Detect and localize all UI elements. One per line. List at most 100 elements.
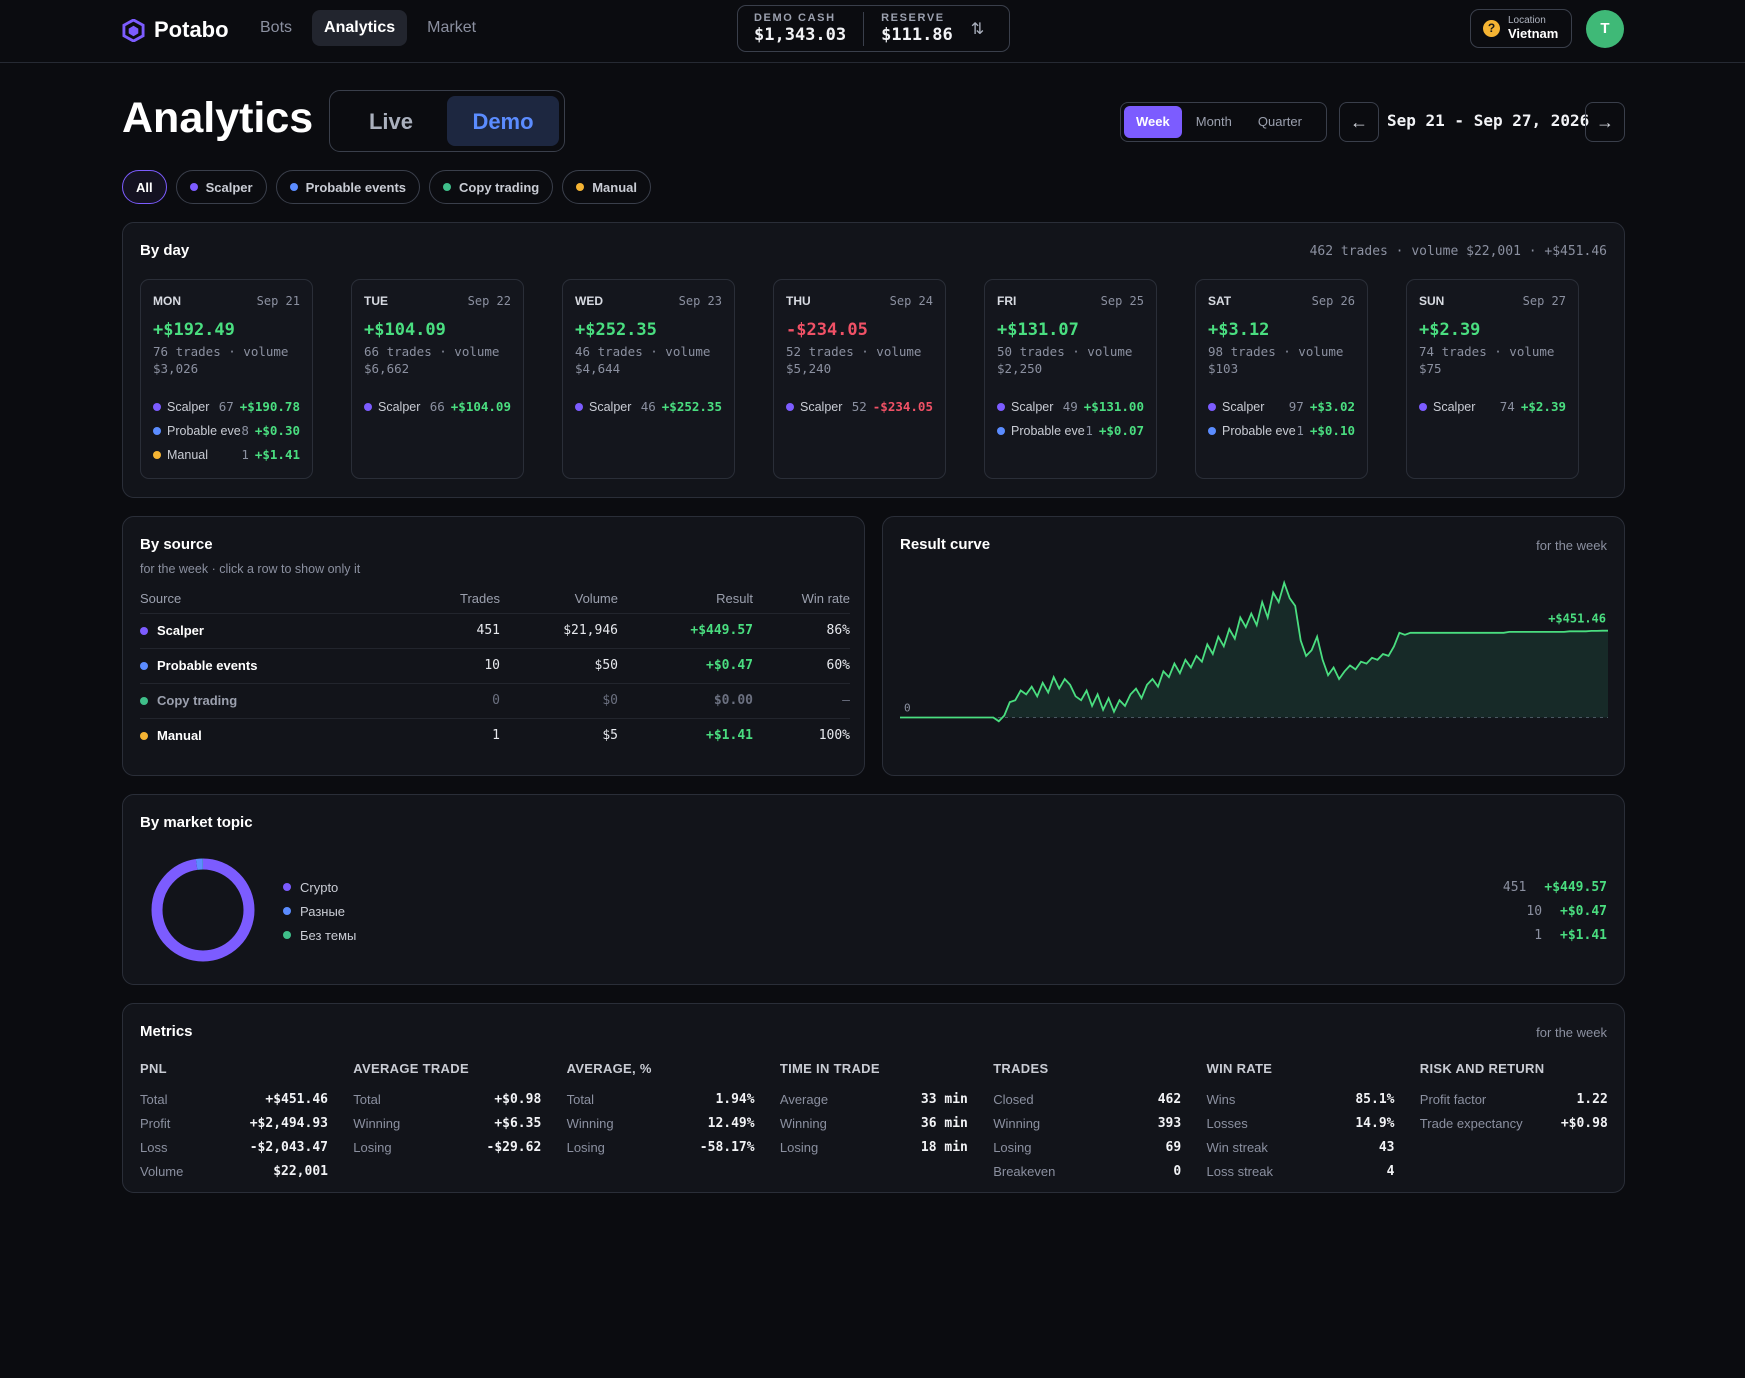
by-source-subtitle: for the week · click a row to show only …	[140, 562, 361, 576]
source-trades: 10	[400, 647, 500, 683]
metric-group-title: TRADES	[993, 1061, 1049, 1076]
topic-count: 451	[1502, 879, 1527, 895]
col-result: Result	[716, 591, 753, 607]
donut-slice-2[interactable]	[151, 858, 255, 962]
balance-box[interactable]: DEMO CASH $1,343.03 RESERVE $111.86 ⇅	[737, 5, 1010, 52]
source-trades: 1	[400, 717, 500, 753]
source-table-row[interactable]: Probable events 10 $50 +$0.47 60%	[140, 647, 850, 683]
swap-arrows-icon[interactable]: ⇅	[970, 20, 985, 38]
mode-demo-button[interactable]: Demo	[447, 96, 559, 146]
filter-chip-all[interactable]: All	[122, 170, 167, 204]
day-source: Probable even..	[153, 424, 241, 438]
day-result: +$192.49	[153, 320, 235, 340]
user-avatar[interactable]: T	[1586, 10, 1624, 48]
help-question-icon: ?	[1483, 20, 1500, 37]
day-card-fri[interactable]: FRI Sep 25 +$131.07 50 trades · volume $2…	[984, 279, 1157, 479]
source-volume: $21,946	[500, 612, 618, 648]
day-meta: 46 trades · volume $4,644	[575, 344, 711, 376]
filter-chip-label: Probable events	[305, 179, 407, 195]
metric-row: Closed 462	[993, 1087, 1181, 1111]
day-source-label: Scalper	[589, 399, 632, 414]
metric-label: Losing	[779, 1139, 819, 1155]
period-quarter-button[interactable]: Quarter	[1257, 114, 1302, 129]
app-logo[interactable]: Potabo	[122, 17, 229, 43]
source-table-row[interactable]: Manual 1 $5 +$1.41 100%	[140, 717, 850, 753]
topic-legend-item[interactable]: Без темы	[283, 923, 356, 947]
day-card-tue[interactable]: TUE Sep 22 +$104.09 66 trades · volume $6…	[351, 279, 524, 479]
source-table-row[interactable]: Copy trading 0 $0 $0.00 —	[140, 682, 850, 718]
source-result: $0.00	[618, 682, 753, 718]
source-trades: 0	[400, 682, 500, 718]
source-table-row[interactable]: Scalper 451 $21,946 +$449.57 86%	[140, 612, 850, 648]
metric-row: Winning 12.49%	[567, 1111, 755, 1135]
metric-label: Winning	[353, 1115, 401, 1131]
source-dot-icon	[997, 426, 1005, 435]
day-source: Probable even..	[1208, 424, 1296, 438]
app-name: Potabo	[154, 17, 229, 42]
mode-live-button[interactable]: Live	[368, 109, 414, 134]
metric-row: Winning 36 min	[780, 1111, 968, 1135]
day-card-wed[interactable]: WED Sep 23 +$252.35 46 trades · volume $4…	[562, 279, 735, 479]
metric-label: Closed	[993, 1091, 1034, 1107]
filter-chip-manual[interactable]: Manual	[562, 170, 652, 204]
period-week-button[interactable]: Week	[1124, 106, 1182, 138]
day-source-count: 52	[851, 399, 867, 415]
by-day-title: By day	[140, 242, 190, 259]
metric-value: 1.22	[1576, 1091, 1608, 1107]
by-source-title: By source	[140, 536, 213, 553]
day-source-row: Scalper 67 +$190.78	[153, 395, 300, 419]
day-source: Scalper	[1208, 400, 1289, 414]
metric-value: 14.9%	[1355, 1115, 1395, 1131]
nav-market[interactable]: Market	[427, 19, 477, 36]
location-selector[interactable]: ? Location Vietnam	[1470, 9, 1572, 48]
nav-bots[interactable]: Bots	[260, 19, 293, 36]
source-dot-icon	[140, 661, 148, 670]
day-source-label: Scalper	[800, 399, 843, 414]
topic-value-row: 451 +$449.57	[1503, 875, 1607, 899]
metric-group: TIME IN TRADE Average 33 min Winning 36 min L…	[780, 1061, 968, 1159]
col-source: Source	[140, 591, 182, 607]
day-card-mon[interactable]: MON Sep 21 +$192.49 76 trades · volume $3…	[140, 279, 313, 479]
day-source-value: +$131.00	[1083, 399, 1144, 415]
col-win-rate: Win rate	[801, 591, 850, 607]
metric-row: Losing -$29.62	[353, 1135, 541, 1159]
day-name: WED	[575, 294, 603, 308]
copy-dot-icon	[443, 183, 452, 191]
source-dot-icon	[1208, 426, 1216, 435]
location-label: Location	[1508, 15, 1546, 27]
metric-row: Wins 85.1%	[1207, 1087, 1395, 1111]
day-source-value: +$190.78	[239, 399, 300, 415]
topic-legend-item[interactable]: Разные	[283, 899, 356, 923]
day-source-count: 74	[1499, 399, 1515, 415]
nav-analytics[interactable]: Analytics	[312, 10, 408, 46]
day-source-value: +$0.10	[1309, 423, 1355, 439]
topic-label: Разные	[300, 903, 346, 919]
day-result: +$131.07	[997, 320, 1079, 340]
donut-slice-0[interactable]	[151, 858, 255, 962]
day-card-sun[interactable]: SUN Sep 27 +$2.39 74 trades · volume $75 …	[1406, 279, 1579, 479]
by-source-panel: By source for the week · click a row to …	[122, 516, 865, 776]
metric-label: Total	[566, 1091, 595, 1107]
prev-period-arrow-icon[interactable]: ←	[1339, 102, 1379, 142]
source-win-rate: 86%	[753, 612, 850, 648]
day-card-sat[interactable]: SAT Sep 26 +$3.12 98 trades · volume $103…	[1195, 279, 1368, 479]
filter-chip-copy-trading[interactable]: Copy trading	[429, 170, 554, 204]
day-source-row: Scalper 52 -$234.05	[786, 395, 933, 419]
topic-legend-item[interactable]: Crypto	[283, 875, 356, 899]
result-curve-subtitle: for the week	[1536, 538, 1607, 553]
day-meta: 66 trades · volume $6,662	[364, 344, 500, 376]
day-result: +$3.12	[1208, 320, 1270, 340]
next-period-arrow-icon[interactable]: →	[1585, 102, 1625, 142]
day-source-row: Scalper 66 +$104.09	[364, 395, 511, 419]
filter-chip-probable-events[interactable]: Probable events	[275, 170, 421, 204]
mode-switch: Live Demo	[329, 90, 565, 152]
potabo-logo-icon	[122, 18, 145, 42]
filter-chip-scalper[interactable]: Scalper	[175, 170, 267, 204]
metric-group-title: AVERAGE TRADE	[353, 1061, 469, 1076]
topic-label: Без темы	[300, 927, 357, 943]
day-card-thu[interactable]: THU Sep 24 -$234.05 52 trades · volume $5…	[773, 279, 946, 479]
period-month-button[interactable]: Month	[1195, 114, 1232, 129]
source-cell: Scalper	[140, 612, 400, 648]
topic-label: Crypto	[300, 879, 339, 895]
source-dot-icon	[140, 731, 148, 740]
